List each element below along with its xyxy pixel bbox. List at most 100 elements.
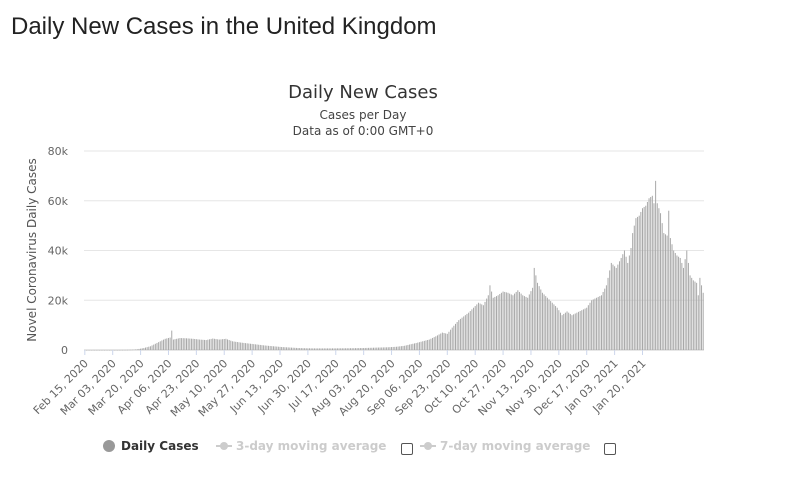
daily-case-bar[interactable] <box>289 347 291 350</box>
daily-case-bar[interactable] <box>477 302 479 350</box>
daily-case-bar[interactable] <box>537 282 539 350</box>
daily-case-bar[interactable] <box>458 320 460 350</box>
daily-case-bar[interactable] <box>130 349 132 351</box>
legend-3-day-average[interactable]: 3-day moving average <box>216 439 386 453</box>
daily-case-bar[interactable] <box>673 250 675 351</box>
daily-case-bar[interactable] <box>459 318 461 350</box>
daily-case-bar[interactable] <box>305 348 307 350</box>
daily-case-bar[interactable] <box>254 344 256 350</box>
daily-case-bar[interactable] <box>138 348 140 350</box>
daily-case-bar[interactable] <box>451 327 453 350</box>
daily-case-bar[interactable] <box>571 315 573 350</box>
daily-case-bar[interactable] <box>481 304 483 350</box>
daily-case-bar[interactable] <box>145 347 147 350</box>
daily-case-bar[interactable] <box>94 349 96 351</box>
daily-case-bar[interactable] <box>699 277 701 350</box>
daily-case-bar[interactable] <box>118 349 120 351</box>
daily-case-bar[interactable] <box>230 340 232 350</box>
daily-case-bar[interactable] <box>307 348 309 350</box>
daily-case-bar[interactable] <box>95 349 97 351</box>
daily-case-bar[interactable] <box>678 256 680 350</box>
daily-case-bar[interactable] <box>686 250 688 351</box>
daily-case-bar[interactable] <box>292 347 294 350</box>
daily-case-bar[interactable] <box>525 296 527 350</box>
daily-case-bar[interactable] <box>381 347 383 350</box>
daily-case-bar[interactable] <box>368 347 370 350</box>
daily-case-bar[interactable] <box>391 347 393 350</box>
daily-case-bar[interactable] <box>343 348 345 350</box>
daily-case-bar[interactable] <box>619 261 621 350</box>
daily-case-bar[interactable] <box>694 281 696 350</box>
daily-case-bar[interactable] <box>302 348 304 350</box>
daily-case-bar[interactable] <box>648 198 650 350</box>
daily-case-bar[interactable] <box>671 244 673 350</box>
daily-case-bar[interactable] <box>632 233 634 350</box>
daily-case-bar[interactable] <box>497 295 499 350</box>
daily-case-bar[interactable] <box>102 349 104 351</box>
daily-case-bar[interactable] <box>430 338 432 350</box>
daily-case-bar[interactable] <box>251 343 253 350</box>
daily-case-bar[interactable] <box>281 347 283 350</box>
daily-case-bar[interactable] <box>92 349 94 351</box>
daily-case-bar[interactable] <box>664 234 666 350</box>
daily-case-bar[interactable] <box>228 340 230 350</box>
daily-case-bar[interactable] <box>438 334 440 350</box>
daily-case-bar[interactable] <box>541 292 543 350</box>
daily-case-bar[interactable] <box>304 348 306 350</box>
daily-case-bar[interactable] <box>645 205 647 350</box>
daily-case-bar[interactable] <box>117 349 119 351</box>
daily-case-bar[interactable] <box>335 348 337 350</box>
daily-case-bar[interactable] <box>576 312 578 350</box>
daily-case-bar[interactable] <box>607 277 609 350</box>
daily-case-bar[interactable] <box>518 291 520 350</box>
daily-case-bar[interactable] <box>443 333 445 350</box>
daily-case-bar[interactable] <box>397 346 399 350</box>
daily-case-bar[interactable] <box>389 347 391 350</box>
daily-case-bar[interactable] <box>486 298 488 350</box>
daily-case-bar[interactable] <box>218 339 220 350</box>
daily-case-bar[interactable] <box>551 302 553 350</box>
daily-case-bar[interactable] <box>663 233 665 350</box>
daily-case-bar[interactable] <box>331 348 333 350</box>
daily-case-bar[interactable] <box>532 287 534 350</box>
daily-case-bar[interactable] <box>527 297 529 350</box>
daily-case-bar[interactable] <box>417 342 419 350</box>
daily-case-bar[interactable] <box>568 312 570 350</box>
daily-case-bar[interactable] <box>192 338 194 350</box>
daily-case-bar[interactable] <box>241 342 243 350</box>
daily-case-bar[interactable] <box>115 349 117 351</box>
daily-case-bar[interactable] <box>100 349 102 351</box>
daily-case-bar[interactable] <box>354 348 356 350</box>
daily-case-bar[interactable] <box>504 291 506 350</box>
daily-case-bar[interactable] <box>476 304 478 350</box>
daily-case-bar[interactable] <box>637 216 639 350</box>
daily-case-bar[interactable] <box>240 342 242 350</box>
daily-case-bar[interactable] <box>435 336 437 350</box>
daily-case-bar[interactable] <box>263 345 265 350</box>
daily-case-bar[interactable] <box>582 309 584 350</box>
daily-case-bar[interactable] <box>136 349 138 350</box>
daily-case-bar[interactable] <box>651 195 653 350</box>
daily-case-bar[interactable] <box>697 295 699 350</box>
daily-case-bar[interactable] <box>394 346 396 350</box>
daily-case-bar[interactable] <box>261 345 263 350</box>
daily-case-bar[interactable] <box>374 347 376 350</box>
daily-case-bar[interactable] <box>272 346 274 350</box>
daily-case-bar[interactable] <box>382 347 384 350</box>
daily-case-bar[interactable] <box>177 338 179 350</box>
daily-case-bar[interactable] <box>528 294 530 350</box>
daily-case-bar[interactable] <box>123 349 125 351</box>
daily-case-bar[interactable] <box>322 348 324 350</box>
daily-case-bar[interactable] <box>376 347 378 350</box>
daily-case-bar[interactable] <box>341 348 343 350</box>
daily-case-bar[interactable] <box>159 341 161 350</box>
daily-case-bar[interactable] <box>661 223 663 350</box>
daily-case-bar[interactable] <box>207 339 209 350</box>
daily-case-bar[interactable] <box>259 344 261 350</box>
daily-case-bar[interactable] <box>696 282 698 350</box>
daily-case-bar[interactable] <box>589 302 591 350</box>
daily-case-bar[interactable] <box>600 295 602 350</box>
daily-case-bar[interactable] <box>684 259 686 350</box>
daily-case-bar[interactable] <box>432 337 434 350</box>
daily-case-bar[interactable] <box>441 332 443 350</box>
